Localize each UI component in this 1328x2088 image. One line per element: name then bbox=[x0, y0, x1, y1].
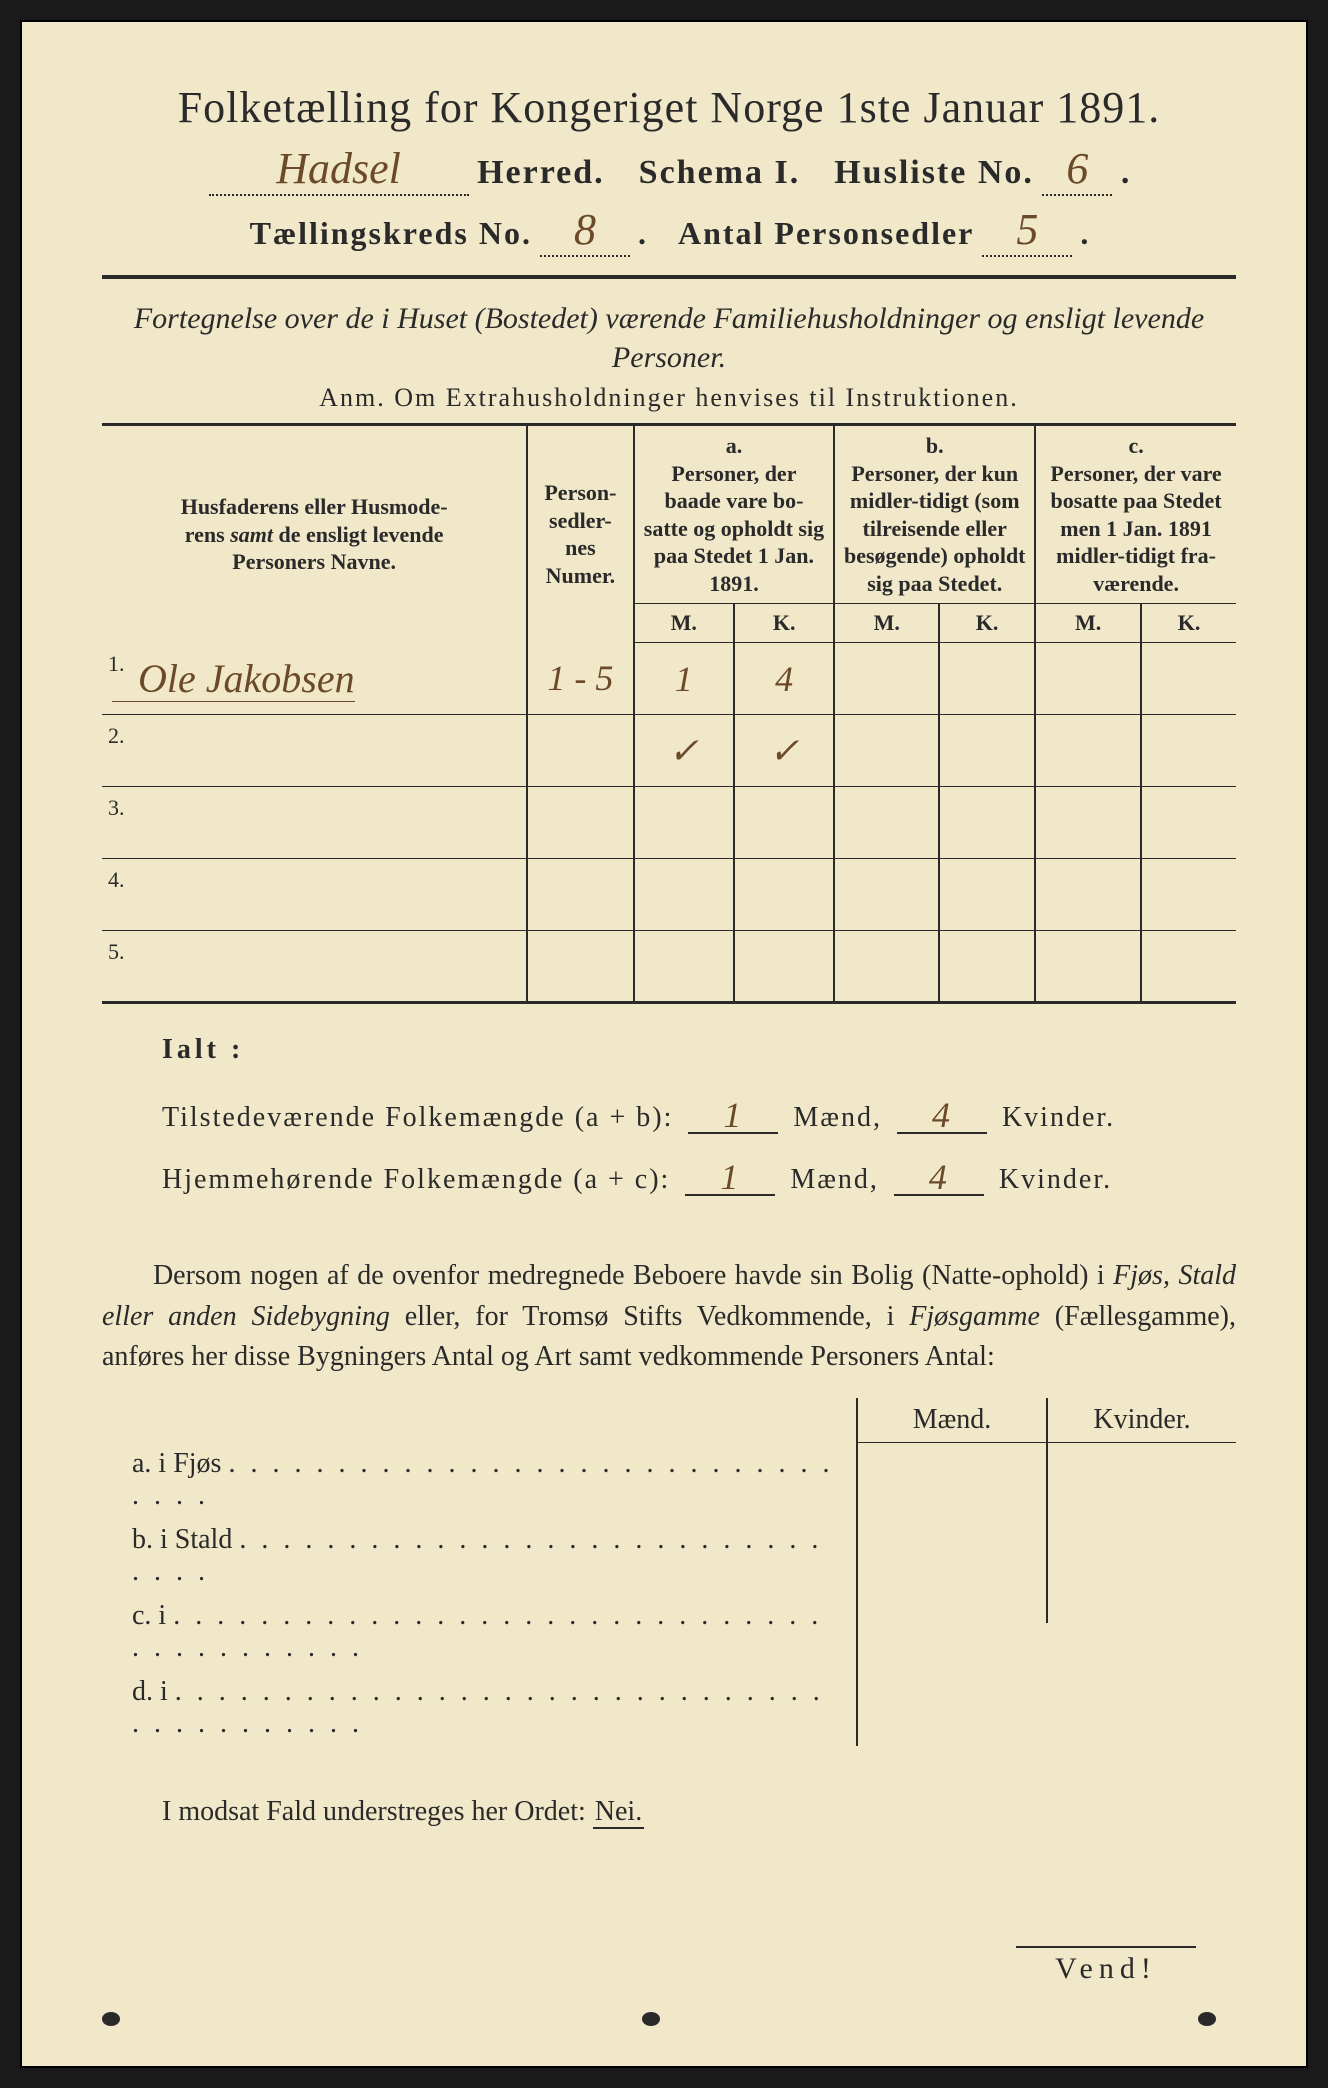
b-k-cell bbox=[939, 787, 1035, 859]
a-m-cell bbox=[634, 931, 734, 1003]
name-cell: 5. bbox=[102, 931, 527, 1003]
nei-word: Nei. bbox=[593, 1796, 644, 1829]
col-c-m: M. bbox=[1035, 604, 1141, 643]
col-a-header: a.Personer, der baade vare bo-satte og o… bbox=[634, 425, 835, 604]
census-form-page: Folketælling for Kongeriget Norge 1ste J… bbox=[20, 20, 1308, 2068]
c-k-cell bbox=[1141, 715, 1236, 787]
c-m-cell bbox=[1035, 931, 1141, 1003]
ialt-title: Ialt : bbox=[162, 1034, 1236, 1066]
anm-note: Anm. Om Extrahusholdninger henvises til … bbox=[102, 383, 1236, 413]
ialt-line-1: Tilstedeværende Folkemængde (a + b): 1 M… bbox=[162, 1090, 1236, 1134]
kreds-label: Tællingskreds No. bbox=[250, 215, 532, 251]
a-m-cell: 1 bbox=[634, 643, 734, 715]
b-k-cell bbox=[939, 859, 1035, 931]
table-row: 1. Ole Jakobsen 1 - 5 1 4 bbox=[102, 643, 1236, 715]
husliste-label: Husliste No. bbox=[834, 154, 1034, 191]
totals-block: Ialt : Tilstedeværende Folkemængde (a + … bbox=[102, 1034, 1236, 1196]
ink-spot bbox=[1198, 2012, 1216, 2026]
b-m-cell bbox=[834, 643, 939, 715]
numer-cell bbox=[527, 715, 633, 787]
name-cell: 3. bbox=[102, 787, 527, 859]
divider bbox=[102, 275, 1236, 279]
a-m-cell bbox=[634, 787, 734, 859]
c-m-cell bbox=[1035, 715, 1141, 787]
census-table: Husfaderens eller Husmode- rens samt de … bbox=[102, 423, 1236, 1004]
c-k-cell bbox=[1141, 787, 1236, 859]
c-m-cell bbox=[1035, 643, 1141, 715]
numer-cell: 1 - 5 bbox=[527, 643, 633, 715]
c-k-cell bbox=[1141, 859, 1236, 931]
husliste-no: 6 bbox=[1066, 143, 1088, 194]
name-cell: 4. bbox=[102, 859, 527, 931]
table-row: 2. ✓ ✓ bbox=[102, 715, 1236, 787]
numer-cell bbox=[527, 931, 633, 1003]
name-cell: 1. Ole Jakobsen bbox=[102, 643, 527, 715]
name-cell: 2. bbox=[102, 715, 527, 787]
a-k-cell: ✓ bbox=[734, 715, 834, 787]
col-c-header: c.Personer, der vare bosatte paa Stedet … bbox=[1035, 425, 1236, 604]
a-m-cell: ✓ bbox=[634, 715, 734, 787]
col-b-m: M. bbox=[834, 604, 939, 643]
col-a-k: K. bbox=[734, 604, 834, 643]
subtitle: Fortegnelse over de i Huset (Bostedet) v… bbox=[102, 299, 1236, 377]
a-k-cell bbox=[734, 787, 834, 859]
b-m-cell bbox=[834, 715, 939, 787]
numer-cell bbox=[527, 787, 633, 859]
schema-label: Schema I. bbox=[639, 154, 801, 191]
antal-label: Antal Personsedler bbox=[678, 215, 974, 251]
header-line-3: Tællingskreds No. 8 . Antal Personsedler… bbox=[102, 204, 1236, 257]
numer-cell bbox=[527, 859, 633, 931]
building-row: a. i Fjøs . . . . . . . . . . . . . . . … bbox=[102, 1442, 836, 1518]
b-k-cell bbox=[939, 931, 1035, 1003]
c-m-cell bbox=[1035, 787, 1141, 859]
a-k-cell: 4 bbox=[734, 643, 834, 715]
building-row: c. i . . . . . . . . . . . . . . . . . .… bbox=[102, 1594, 836, 1670]
b-head-k: Kvinder. bbox=[1048, 1398, 1236, 1442]
herred-label: Herred. bbox=[477, 154, 605, 191]
c-k-cell bbox=[1141, 931, 1236, 1003]
b-m-cell bbox=[834, 931, 939, 1003]
building-row: b. i Stald . . . . . . . . . . . . . . .… bbox=[102, 1518, 836, 1594]
ink-spot bbox=[102, 2012, 120, 2026]
ink-spot bbox=[642, 2012, 660, 2026]
b-head-m: Mænd. bbox=[858, 1398, 1048, 1442]
a-k-cell bbox=[734, 931, 834, 1003]
header-line-2: Hadsel Herred. Schema I. Husliste No. 6 … bbox=[102, 143, 1236, 196]
a-m-cell bbox=[634, 859, 734, 931]
table-row: 3. bbox=[102, 787, 1236, 859]
col-name-header: Husfaderens eller Husmode- rens samt de … bbox=[102, 425, 527, 643]
building-table: a. i Fjøs . . . . . . . . . . . . . . . … bbox=[102, 1398, 1236, 1746]
page-title: Folketælling for Kongeriget Norge 1ste J… bbox=[102, 82, 1236, 133]
building-counts: Mænd. Kvinder. bbox=[856, 1398, 1236, 1746]
b-m-cell bbox=[834, 787, 939, 859]
b-k-cell bbox=[939, 715, 1035, 787]
closing-line: I modsat Fald understreges her Ordet: Ne… bbox=[102, 1796, 1236, 1828]
b-k-cell bbox=[939, 643, 1035, 715]
antal-no: 5 bbox=[1016, 204, 1038, 255]
table-row: 5. bbox=[102, 931, 1236, 1003]
b-m-cell bbox=[834, 859, 939, 931]
a-k-cell bbox=[734, 859, 834, 931]
c-m-cell bbox=[1035, 859, 1141, 931]
col-c-k: K. bbox=[1141, 604, 1236, 643]
col-a-m: M. bbox=[634, 604, 734, 643]
kreds-no: 8 bbox=[574, 204, 596, 255]
c-k-cell bbox=[1141, 643, 1236, 715]
vend-label: Vend! bbox=[1016, 1946, 1196, 1986]
herred-handwritten: Hadsel bbox=[276, 143, 401, 194]
col-b-header: b.Personer, der kun midler-tidigt (som t… bbox=[834, 425, 1035, 604]
building-rows: a. i Fjøs . . . . . . . . . . . . . . . … bbox=[102, 1398, 856, 1746]
col-numer-header: Person-sedler-nes Numer. bbox=[527, 425, 633, 643]
table-row: 4. bbox=[102, 859, 1236, 931]
col-b-k: K. bbox=[939, 604, 1035, 643]
ialt-line-2: Hjemmehørende Folkemængde (a + c): 1 Mæn… bbox=[162, 1152, 1236, 1196]
building-row: d. i . . . . . . . . . . . . . . . . . .… bbox=[102, 1670, 836, 1746]
building-paragraph: Dersom nogen af de ovenfor medregnede Be… bbox=[102, 1256, 1236, 1378]
